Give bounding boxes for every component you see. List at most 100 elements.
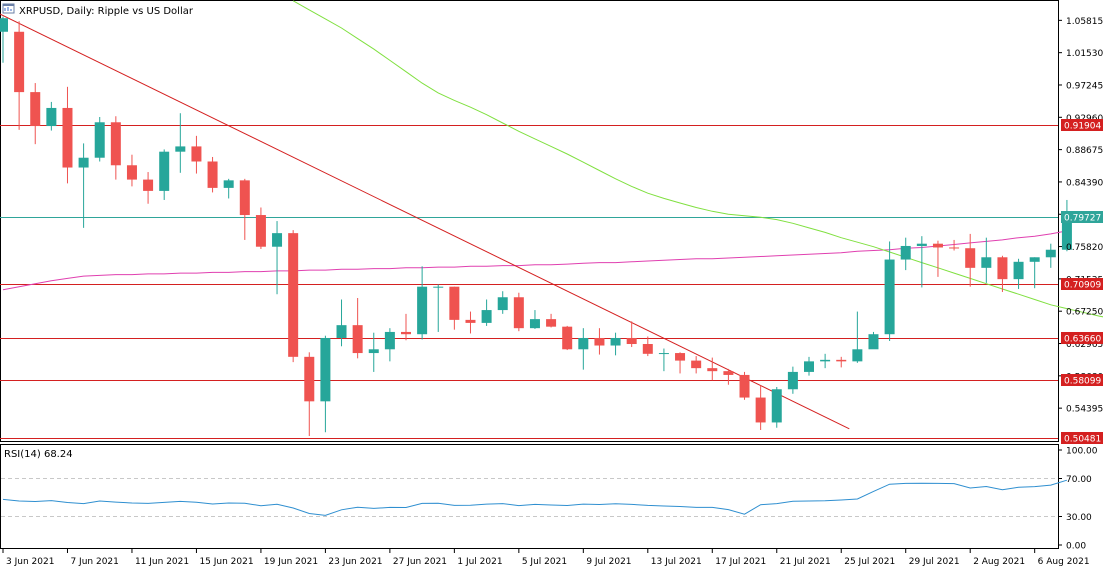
level-label-box (1061, 332, 1103, 344)
candle-5 (78, 143, 89, 228)
time-axis: 3 Jun 2021 7 Jun 2021 11 Jun 2021 15 Jun 20… (2, 549, 1090, 567)
candle-19 (304, 352, 315, 437)
candle-25 (401, 313, 411, 341)
time-tick-label: 7 Jun 2021 (70, 557, 118, 567)
candle-48 (771, 386, 782, 428)
trendline[interactable] (0, 8, 850, 430)
candle-body (30, 92, 41, 127)
candle-1 (14, 21, 25, 130)
candle-body (368, 349, 379, 354)
candle-body (949, 247, 960, 249)
candle-body (981, 257, 992, 268)
candle-body (787, 371, 798, 390)
candle-56 (900, 237, 911, 271)
candle-body (62, 107, 73, 168)
candle-body (304, 356, 315, 402)
candle-body (868, 334, 879, 350)
candle-21 (336, 299, 347, 347)
candle-40 (642, 336, 653, 357)
candle-4 (62, 86, 73, 184)
candle-62 (997, 255, 1008, 292)
candle-body (191, 146, 202, 162)
candle-body (771, 389, 782, 423)
candle-body (175, 146, 186, 152)
candle-41 (658, 348, 669, 372)
level-label-4: 0.58099 (1061, 374, 1103, 387)
candle-body (481, 310, 492, 323)
candle-58 (932, 240, 943, 277)
candle-body (255, 215, 266, 247)
candle-38 (610, 332, 621, 356)
chart-title: XRPUSD, Daily: Ripple vs US Dollar (19, 6, 194, 17)
candle-30 (481, 299, 492, 326)
candle-body (755, 397, 766, 423)
candle-17 (272, 221, 283, 295)
candle-39 (626, 321, 637, 348)
level-label-5: 0.50481 (1061, 432, 1103, 445)
candle-7 (110, 116, 121, 180)
candle-6 (94, 116, 105, 162)
candle-body (1013, 261, 1024, 280)
level-label-box (1061, 432, 1103, 444)
level-label-3: 0.63660 (1061, 332, 1103, 345)
rsi-label: RSI(14) 68.24 (4, 449, 73, 460)
candle-35 (562, 325, 573, 351)
level-label-box (1061, 278, 1103, 290)
level-label-1: 0.79727 (1061, 211, 1103, 224)
candle-20 (320, 335, 331, 433)
candle-50 (804, 356, 814, 376)
candle-44 (707, 357, 718, 381)
candle-body (288, 233, 299, 357)
candle-13 (207, 156, 218, 193)
candle-body (932, 243, 943, 248)
candlesticks (0, 16, 1072, 437)
time-tick-label: 23 Jun 2021 (328, 557, 382, 567)
candle-27 (433, 284, 444, 332)
time-tick-label: 29 Jul 2021 (909, 557, 960, 567)
candle-body (449, 286, 460, 320)
candle-18 (288, 230, 299, 363)
candle-body (159, 151, 170, 191)
candle-body (497, 297, 508, 311)
candle-body (417, 286, 428, 335)
candle-28 (449, 286, 460, 330)
candle-45 (723, 368, 734, 385)
candle-body (739, 374, 750, 398)
candle-2 (30, 83, 41, 145)
level-label-box (1061, 374, 1103, 386)
time-tick-label: 27 Jun 2021 (393, 557, 447, 567)
candle-body (852, 349, 863, 362)
candle-body (723, 371, 734, 375)
candle-29 (465, 311, 476, 334)
price-tick-label: 0.75820 (1066, 243, 1103, 253)
candle-33 (529, 310, 540, 329)
candle-47 (755, 385, 766, 430)
time-tick-label: 11 Jun 2021 (135, 557, 189, 567)
candle-37 (594, 328, 605, 355)
candle-53 (852, 311, 863, 363)
time-tick-label: 25 Jul 2021 (844, 557, 895, 567)
price-tick-label: 0.88675 (1066, 146, 1103, 156)
candle-body (900, 245, 911, 260)
horizontal-levels (0, 125, 1058, 439)
candle-body (626, 337, 637, 345)
candle-body (513, 297, 524, 329)
candle-body (675, 353, 686, 361)
candle-body (820, 359, 831, 362)
candle-body (223, 180, 234, 188)
candle-64 (1029, 257, 1040, 289)
price-tick-label: 0.84390 (1066, 178, 1103, 188)
level-label-box (1061, 119, 1103, 131)
price-tick-label: 0.97245 (1066, 81, 1103, 91)
candle-24 (384, 328, 395, 362)
candle-3 (46, 101, 57, 131)
candle-14 (223, 178, 234, 199)
candle-body (143, 179, 154, 191)
candle-8 (126, 154, 137, 187)
rsi-panel-frame (0, 444, 1059, 549)
candle-57 (916, 236, 927, 288)
candle-63 (1013, 258, 1024, 289)
candle-16 (255, 207, 266, 249)
candle-body (78, 157, 89, 168)
